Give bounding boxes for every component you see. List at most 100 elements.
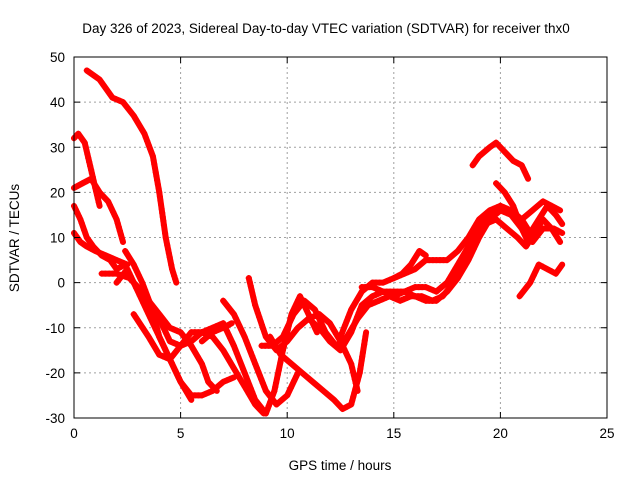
data-point <box>119 272 125 279</box>
data-point <box>552 205 559 212</box>
data-point <box>163 354 170 361</box>
data-point <box>352 317 359 324</box>
data-point <box>544 200 551 207</box>
data-point <box>184 389 190 396</box>
data-point <box>172 349 179 356</box>
data-point <box>323 317 330 324</box>
data-point <box>222 350 229 357</box>
data-point <box>232 315 239 321</box>
data-point <box>247 349 254 356</box>
data-point <box>312 321 319 328</box>
data-point <box>557 264 564 271</box>
x-tick-label: 25 <box>599 426 614 441</box>
data-point <box>251 298 258 305</box>
data-point <box>467 239 474 246</box>
data-point <box>529 226 536 233</box>
data-point <box>269 342 276 349</box>
x-tick-label: 10 <box>280 426 295 441</box>
data-point <box>508 211 515 218</box>
data-point <box>172 276 179 283</box>
data-point <box>181 386 188 393</box>
data-point <box>87 162 94 169</box>
data-point <box>222 301 229 308</box>
data-point <box>113 216 120 223</box>
data-point <box>147 145 153 152</box>
data-point <box>227 335 234 342</box>
data-point <box>235 372 242 379</box>
data-point <box>343 403 350 410</box>
data-point <box>405 264 411 271</box>
x-tick-label: 0 <box>70 426 78 441</box>
data-point <box>200 364 207 371</box>
data-point <box>261 329 268 336</box>
data-point <box>510 157 517 164</box>
data-point <box>309 318 316 325</box>
x-tick-label: 20 <box>493 426 508 441</box>
data-point <box>124 266 131 273</box>
data-point <box>280 341 287 348</box>
data-point <box>277 359 284 366</box>
data-point <box>244 377 251 384</box>
data-point <box>412 266 419 273</box>
data-point <box>284 338 291 345</box>
data-point <box>99 251 106 257</box>
data-point <box>106 202 113 208</box>
series-arc-21 <box>493 180 532 245</box>
data-point <box>337 347 344 354</box>
series-arc-11 <box>198 320 235 345</box>
data-point <box>498 186 505 193</box>
data-point <box>508 199 515 206</box>
data-point <box>557 218 564 224</box>
data-point <box>224 354 231 361</box>
data-point <box>484 215 491 222</box>
data-point <box>330 341 337 348</box>
data-point <box>277 351 284 358</box>
data-point <box>350 393 357 400</box>
data-point <box>82 143 89 150</box>
series-arc-2 <box>71 130 103 209</box>
data-point <box>294 324 301 331</box>
data-point <box>265 391 272 398</box>
data-point <box>529 276 535 282</box>
data-point <box>229 339 236 345</box>
data-point <box>95 249 102 256</box>
data-point <box>397 297 404 304</box>
data-point <box>226 358 233 365</box>
data-point <box>355 309 362 316</box>
data-point <box>287 384 294 391</box>
data-point <box>540 209 546 216</box>
series-arc-5 <box>71 230 131 268</box>
data-point <box>308 303 315 310</box>
data-point <box>225 304 232 311</box>
data-point <box>469 236 476 243</box>
data-point <box>280 395 287 402</box>
data-point <box>333 331 340 338</box>
data-point <box>429 287 436 294</box>
data-point <box>87 69 93 76</box>
data-point <box>85 155 92 162</box>
data-point <box>313 310 320 317</box>
data-point <box>446 285 453 292</box>
data-point <box>276 363 283 370</box>
data-point <box>524 283 531 289</box>
data-point <box>352 299 359 306</box>
data-point <box>77 239 84 245</box>
data-point <box>355 373 362 380</box>
data-point <box>143 290 150 297</box>
data-point <box>92 248 99 254</box>
data-point <box>135 317 141 324</box>
data-point <box>234 318 241 325</box>
data-point <box>209 387 216 394</box>
data-point <box>555 214 561 221</box>
data-point <box>474 238 481 245</box>
data-point <box>202 327 209 334</box>
data-point <box>345 314 352 321</box>
data-point <box>497 202 504 209</box>
data-point <box>408 267 415 274</box>
data-point <box>437 285 443 292</box>
data-point <box>452 265 459 272</box>
data-point <box>148 149 155 156</box>
data-point <box>529 207 536 214</box>
data-point <box>318 328 325 335</box>
